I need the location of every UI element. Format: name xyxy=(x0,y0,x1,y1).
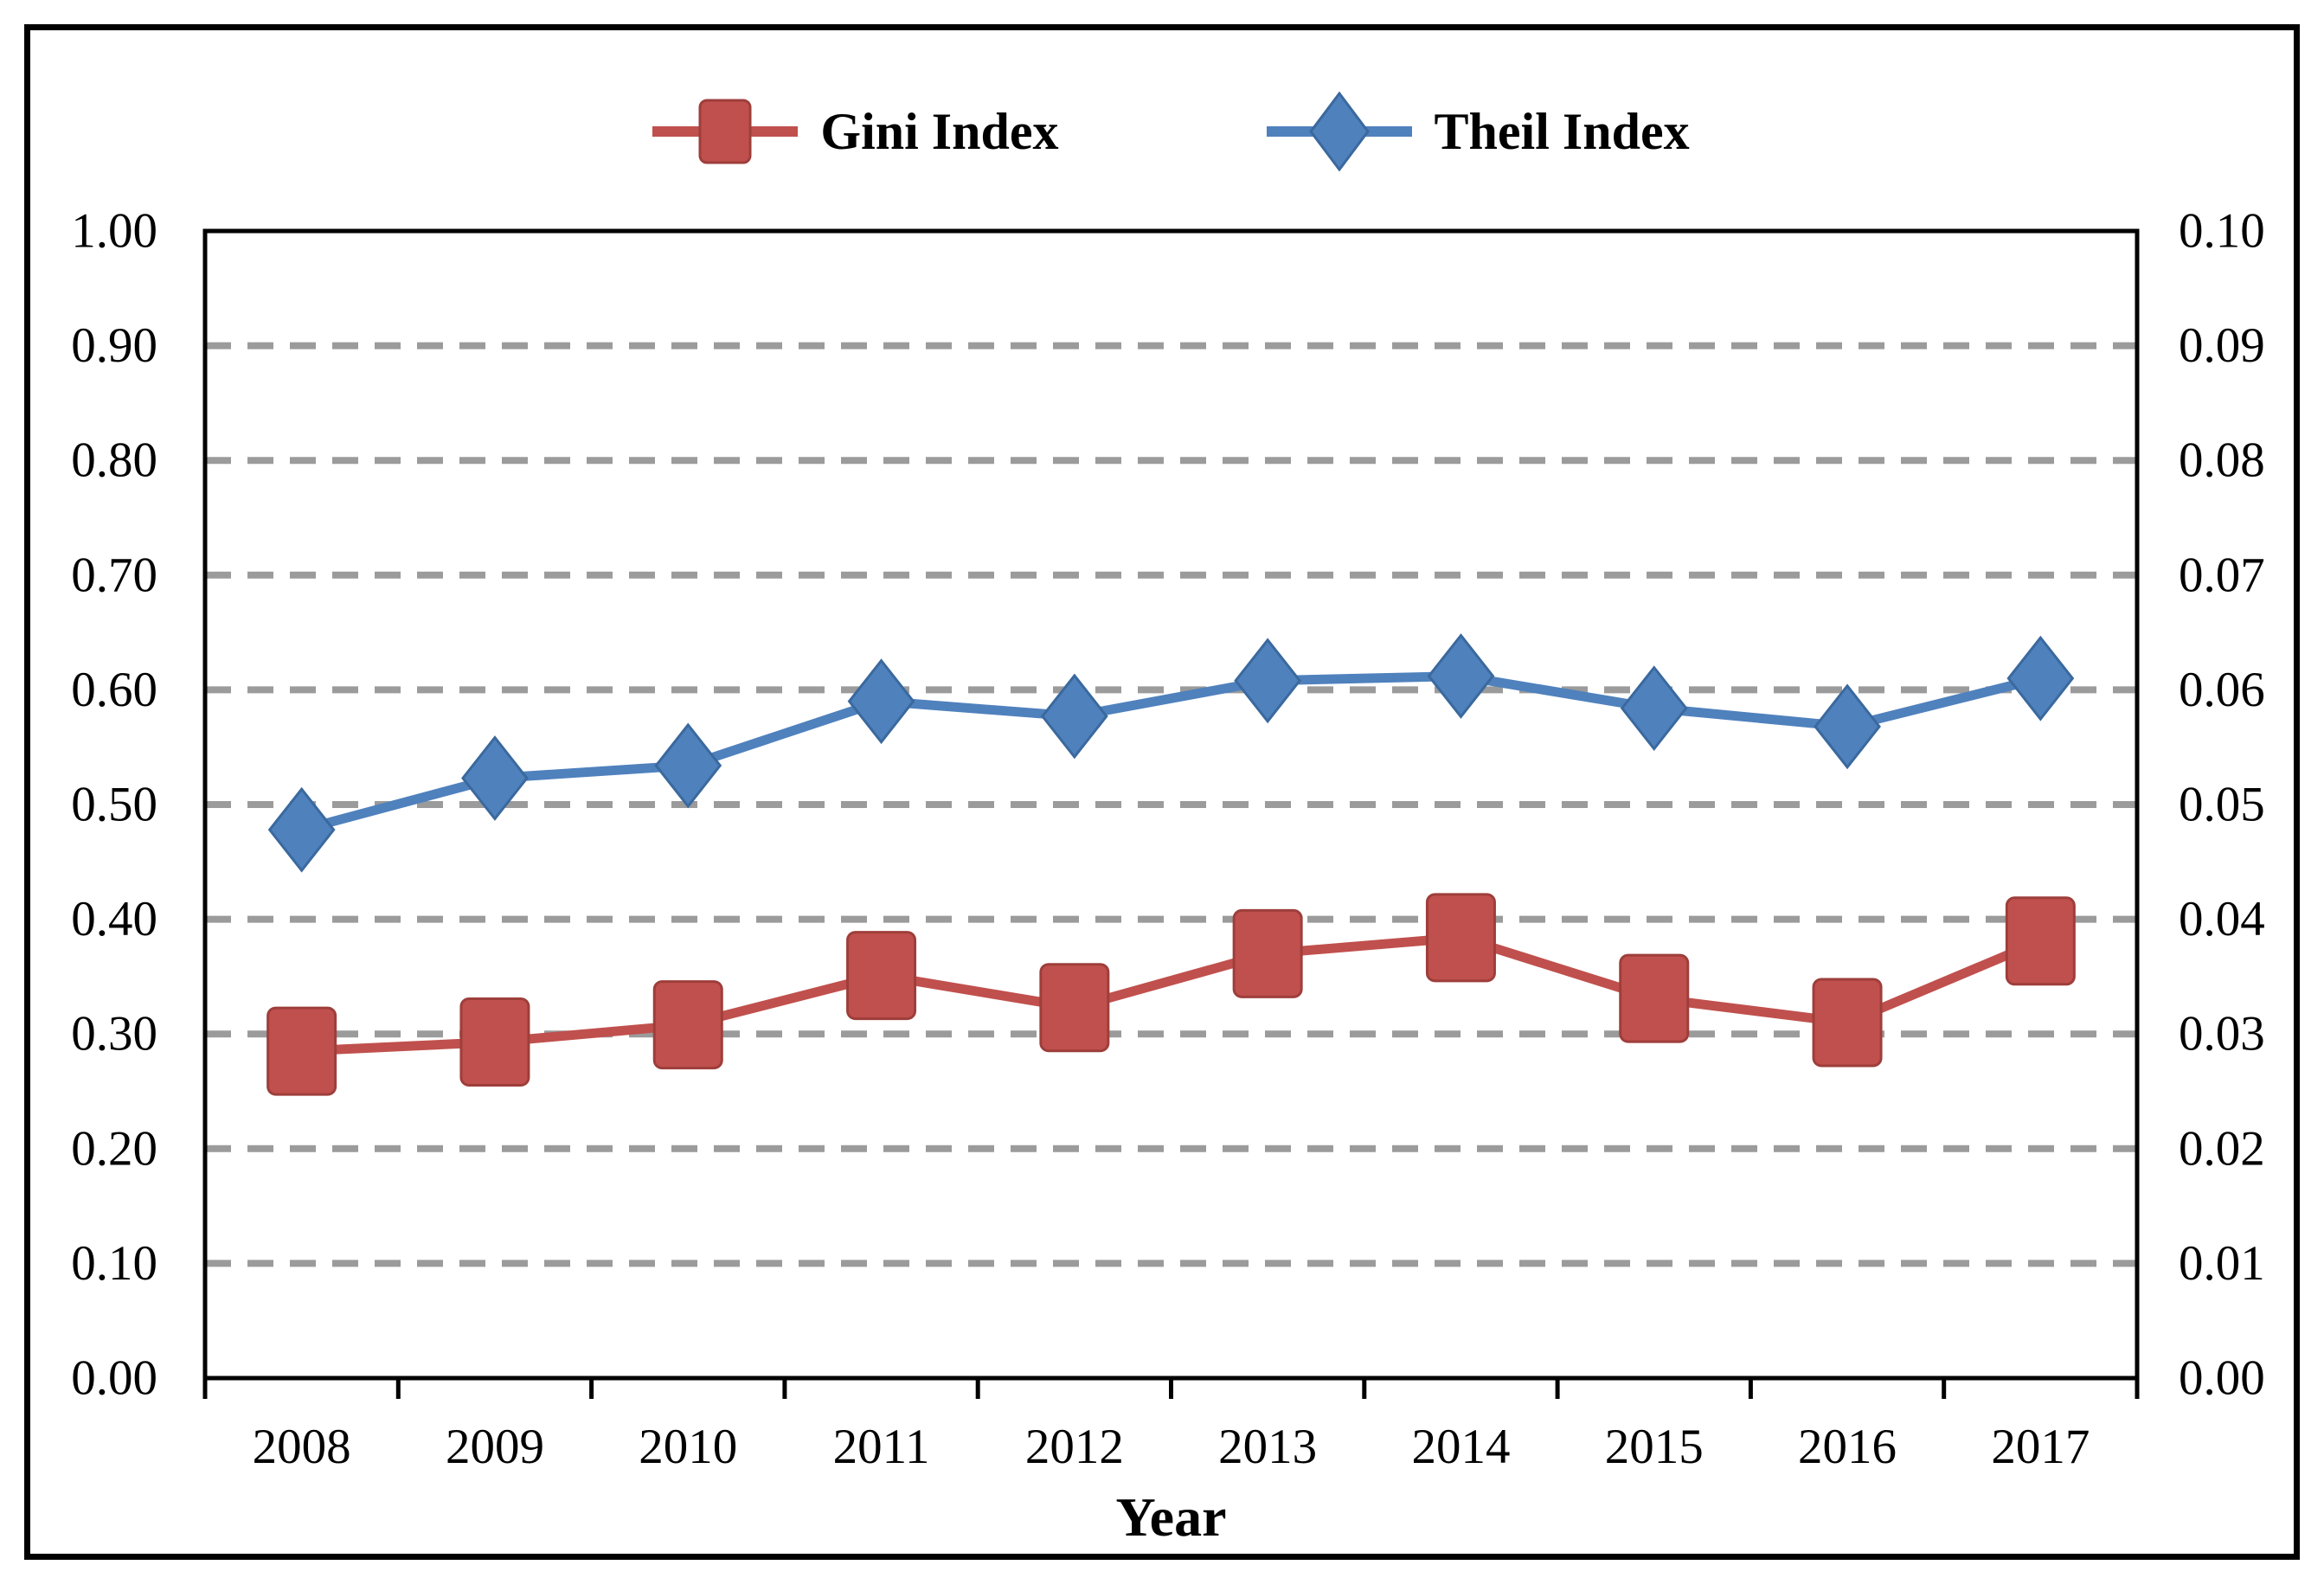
left-axis-tick-label: 0.80 xyxy=(71,433,157,488)
right-axis-tick-label: 0.03 xyxy=(2179,1007,2265,1061)
marker-diamond-2017 xyxy=(2006,635,2075,721)
marker-square-2017 xyxy=(2005,896,2076,986)
left-axis-tick-label: 0.30 xyxy=(71,1007,157,1061)
x-axis-year-label: 2015 xyxy=(1605,1420,1704,1474)
chart-legend: Gini Index Theil Index xyxy=(205,80,2137,183)
left-axis-tick-label: 0.00 xyxy=(71,1351,157,1406)
marker-square-2013 xyxy=(1232,908,1303,998)
marker-square-2015 xyxy=(1619,953,1690,1043)
x-axis-year-label: 2012 xyxy=(1025,1420,1124,1474)
marker-square-2016 xyxy=(1812,978,1883,1068)
marker-diamond-2014 xyxy=(1427,633,1495,719)
x-axis-year-label: 2010 xyxy=(639,1420,737,1474)
right-axis-tick-label: 0.07 xyxy=(2179,548,2265,602)
left-axis-tick-label: 0.90 xyxy=(71,318,157,373)
left-axis-tick-label: 0.60 xyxy=(71,663,157,717)
marker-square-2011 xyxy=(846,931,917,1021)
right-axis-tick-label: 0.04 xyxy=(2179,892,2265,946)
left-axis-tick-label: 0.70 xyxy=(71,548,157,602)
right-axis-tick-label: 0.10 xyxy=(2179,204,2265,259)
x-axis-year-label: 2013 xyxy=(1218,1420,1317,1474)
series-line-theil-index xyxy=(300,670,2042,835)
gini-square-glyph xyxy=(698,99,752,164)
x-axis-year-label: 2014 xyxy=(1411,1420,1510,1474)
gini-square-icon xyxy=(698,99,752,164)
gini-legend-label: Gini Index xyxy=(820,103,1059,160)
legend-item-gini: Gini Index xyxy=(652,90,1059,173)
x-axis-year-label: 2008 xyxy=(253,1420,351,1474)
marker-diamond-2012 xyxy=(1040,673,1108,760)
left-axis-tick-label: 0.50 xyxy=(71,778,157,832)
marker-diamond-2008 xyxy=(267,786,336,873)
marker-square-2009 xyxy=(459,997,530,1087)
right-axis-tick-label: 0.08 xyxy=(2179,433,2265,488)
theil-legend-label: Theil Index xyxy=(1434,103,1690,160)
x-axis-year-label: 2011 xyxy=(833,1420,930,1474)
marker-diamond-2013 xyxy=(1234,638,1302,724)
left-axis-tick-label: 1.00 xyxy=(71,204,157,259)
marker-diamond-2009 xyxy=(461,735,529,821)
marker-diamond-2016 xyxy=(1814,683,1881,770)
marker-square-2008 xyxy=(266,1006,337,1096)
x-axis-year-label: 2017 xyxy=(1991,1420,2090,1474)
marker-diamond-2015 xyxy=(1620,665,1688,752)
right-axis-tick-label: 0.05 xyxy=(2179,778,2265,832)
theil-diamond-glyph xyxy=(1308,92,1370,171)
legend-item-theil: Theil Index xyxy=(1266,90,1690,173)
left-axis-tick-label: 0.40 xyxy=(71,892,157,946)
marker-diamond-2011 xyxy=(847,658,915,745)
theil-line-diamond-icon xyxy=(1266,90,1412,173)
theil-diamond-icon xyxy=(1308,92,1370,171)
right-axis-tick-label: 0.06 xyxy=(2179,663,2265,717)
marker-square-2012 xyxy=(1039,963,1110,1053)
right-axis-tick-label: 0.01 xyxy=(2179,1236,2265,1291)
left-axis-tick-label: 0.10 xyxy=(71,1236,157,1291)
right-axis-tick-label: 0.00 xyxy=(2179,1351,2265,1406)
right-axis-tick-label: 0.02 xyxy=(2179,1121,2265,1176)
marker-square-2010 xyxy=(652,980,723,1070)
x-axis-year-label: 2016 xyxy=(1798,1420,1897,1474)
x-axis-title: Year xyxy=(1116,1486,1227,1548)
marker-diamond-2010 xyxy=(654,722,722,809)
series-line-gini-index xyxy=(301,933,2043,1056)
x-axis-year-label: 2009 xyxy=(446,1420,544,1474)
left-axis-tick-label: 0.20 xyxy=(71,1121,157,1176)
right-axis-tick-label: 0.09 xyxy=(2179,318,2265,373)
marker-square-2014 xyxy=(1425,893,1496,983)
gini-line-square-icon xyxy=(652,90,799,173)
